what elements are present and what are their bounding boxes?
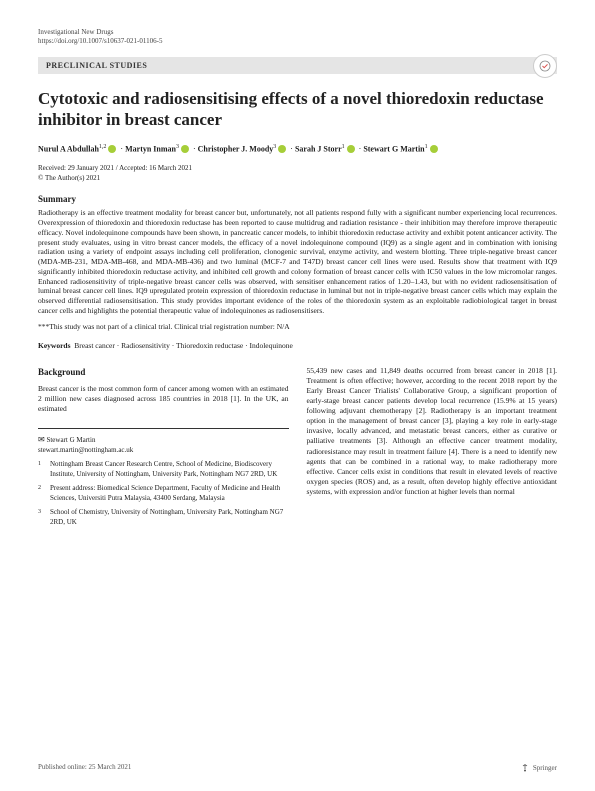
corr-email: stewart.martin@nottingham.ac.uk	[38, 446, 289, 455]
author: Christopher J. Moody	[198, 144, 274, 153]
copyright: © The Author(s) 2021	[38, 174, 557, 182]
keywords-line: Keywords Breast cancer · Radiosensitivit…	[38, 341, 557, 350]
body-columns: Background Breast cancer is the most com…	[38, 366, 557, 527]
author-list: Nurul A Abdullah1,2 · Martyn Inman3 · Ch…	[38, 143, 557, 155]
journal-name: Investigational New Drugs	[38, 28, 557, 36]
corr-author: Stewart G Martin	[46, 436, 95, 444]
author: Martyn Inman	[125, 144, 176, 153]
check-updates-icon[interactable]	[533, 54, 557, 78]
correspondence-block: ✉ Stewart G Martin stewart.martin@nottin…	[38, 428, 289, 527]
summary-heading: Summary	[38, 194, 557, 204]
background-text-left: Breast cancer is the most common form of…	[38, 384, 289, 414]
trial-note: ***This study was not part of a clinical…	[38, 322, 557, 331]
author: Stewart G Martin	[363, 144, 424, 153]
orcid-icon	[108, 145, 116, 153]
background-heading: Background	[38, 366, 289, 378]
mail-icon: ✉	[38, 435, 45, 444]
summary-text: Radiotherapy is an effective treatment m…	[38, 208, 557, 315]
pub-date: Published online: 25 March 2021	[38, 763, 131, 773]
orcid-icon	[430, 145, 438, 153]
orcid-icon	[347, 145, 355, 153]
page-footer: Published online: 25 March 2021 Springer	[38, 763, 557, 773]
publisher: Springer	[520, 763, 557, 773]
affiliation: 1Nottingham Breast Cancer Research Centr…	[38, 460, 289, 479]
article-title: Cytotoxic and radiosensitising effects o…	[38, 88, 557, 131]
author: Nurul A Abdullah	[38, 144, 99, 153]
affiliation: 2Present address: Biomedical Science Dep…	[38, 484, 289, 503]
orcid-icon	[181, 145, 189, 153]
doi: https://doi.org/10.1007/s10637-021-01106…	[38, 37, 557, 45]
right-column: 55,439 new cases and 11,849 deaths occur…	[307, 366, 558, 527]
dates: Received: 29 January 2021 / Accepted: 16…	[38, 164, 557, 172]
left-column: Background Breast cancer is the most com…	[38, 366, 289, 527]
keywords-label: Keywords	[38, 341, 71, 350]
category-label: PRECLINICAL STUDIES	[38, 57, 557, 74]
affiliation: 3School of Chemistry, University of Nott…	[38, 508, 289, 527]
springer-icon	[520, 763, 530, 773]
keywords-text: Breast cancer · Radiosensitivity · Thior…	[74, 341, 293, 350]
author: Sarah J Storr	[295, 144, 342, 153]
background-text-right: 55,439 new cases and 11,849 deaths occur…	[307, 366, 558, 498]
orcid-icon	[278, 145, 286, 153]
